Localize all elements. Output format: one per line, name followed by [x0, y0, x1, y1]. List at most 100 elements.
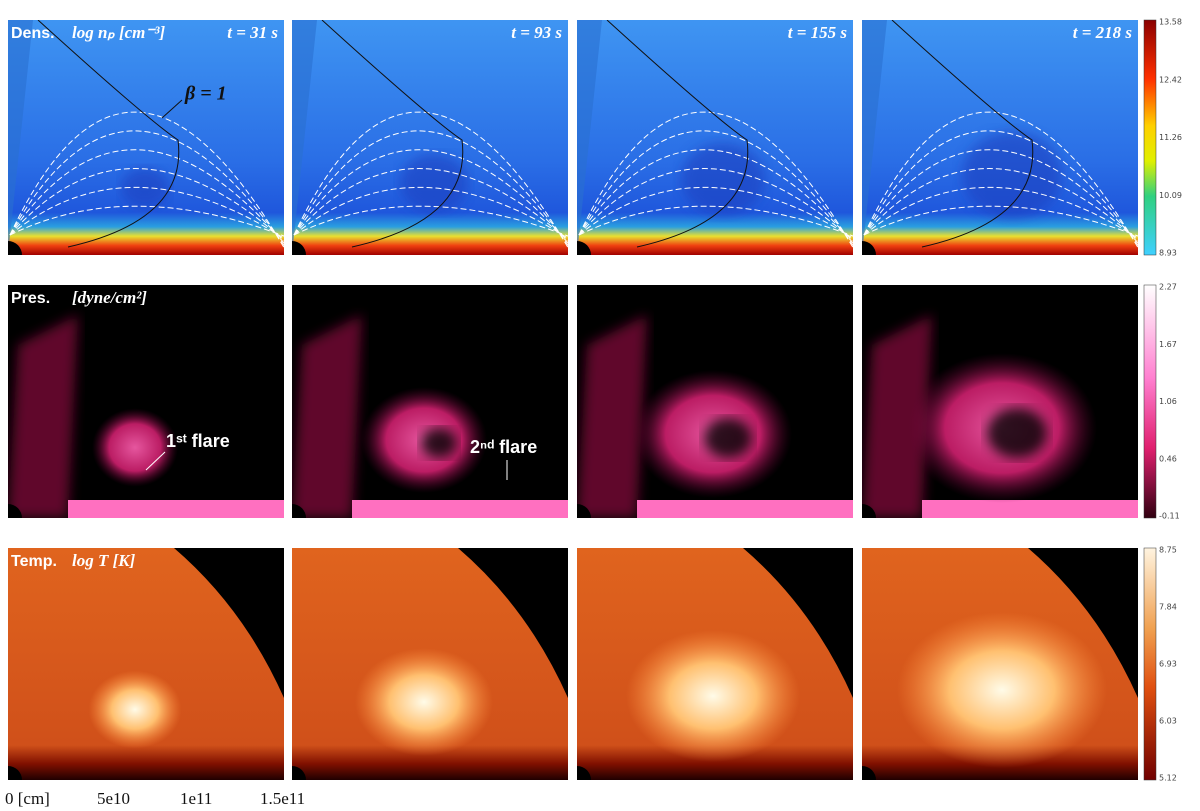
wedge [8, 20, 33, 255]
sun-limb [292, 766, 306, 780]
pressure-floor [637, 500, 853, 518]
field-line [293, 186, 568, 240]
time-label: t = 155 s [788, 23, 848, 42]
field-line [293, 205, 568, 237]
panel [8, 548, 284, 780]
panel-content [577, 548, 853, 780]
colorbar-label: 11.26 [1159, 133, 1182, 142]
cavity [962, 132, 1062, 218]
panel [8, 285, 284, 518]
colorbar-label: 1.06 [1159, 397, 1177, 406]
field-line [578, 205, 853, 237]
colorbar-label: 2.27 [1159, 283, 1177, 292]
field-line [9, 130, 284, 247]
field-line [863, 186, 1138, 240]
pressure-floor [68, 500, 284, 518]
colorbar-label: 6.93 [1159, 660, 1177, 669]
colorbar-label: 8.93 [1159, 249, 1177, 258]
sun-limb [577, 766, 591, 780]
pressure-plume [577, 315, 647, 518]
field-line [9, 168, 284, 242]
colorbar-label: 7.84 [1159, 603, 1177, 612]
colorbar [1143, 284, 1157, 519]
x-axis-label: 5e10 [97, 789, 130, 808]
beta-contour [891, 20, 1034, 248]
colorbar-label: 13.58 [1159, 18, 1182, 27]
panel [292, 285, 568, 518]
sun-limb [862, 241, 876, 255]
colorbar-label: 8.75 [1159, 546, 1177, 555]
panel-content [862, 285, 1138, 518]
annotation: 2ⁿᵈ flare [470, 437, 537, 457]
panel-content [8, 20, 284, 255]
flare-hole [421, 428, 457, 458]
row-quantity: log nₚ [cm⁻³] [72, 23, 165, 42]
corner [1028, 548, 1138, 698]
panel-content [292, 285, 568, 518]
x-axis-label: 0 [cm] [5, 789, 50, 808]
sun-limb [292, 504, 306, 518]
cavity [400, 154, 468, 212]
density-map [292, 20, 568, 255]
field-line [9, 205, 284, 237]
field-line [9, 149, 284, 244]
field-line [863, 130, 1138, 247]
row-label: Temp. [11, 553, 57, 570]
field-line [293, 130, 568, 247]
time-label: t = 218 s [1073, 23, 1133, 42]
sun-limb [862, 504, 876, 518]
field-line [293, 168, 568, 242]
hot-loop [88, 670, 182, 749]
colorbar-label: 5.12 [1159, 774, 1177, 783]
panel [292, 548, 568, 780]
field-line [293, 149, 568, 244]
pressure-floor [922, 500, 1138, 518]
sun-limb [8, 241, 22, 255]
field-line [578, 186, 853, 240]
beta-contour [321, 20, 464, 248]
panel [577, 548, 853, 780]
colorbar [1143, 547, 1157, 781]
annotation: β = 1 [184, 83, 227, 105]
arrow [161, 99, 183, 119]
pressure-plume [292, 315, 362, 518]
corner [458, 548, 568, 698]
panel-content [292, 548, 568, 780]
time-label: t = 93 s [511, 23, 562, 42]
field-line [578, 168, 853, 242]
field-line [578, 111, 853, 249]
beta-contour [606, 20, 749, 248]
field-line [578, 149, 853, 244]
panel-content [292, 20, 568, 255]
row-quantity: log T [K] [72, 551, 136, 570]
corner [743, 548, 853, 698]
field-line [578, 130, 853, 247]
sun-limb [8, 766, 22, 780]
panel-content [8, 285, 284, 518]
beta-contour [37, 20, 180, 248]
field-line [863, 111, 1138, 249]
row-quantity: [dyne/cm²] [72, 288, 147, 307]
field-line [293, 111, 568, 249]
time-label: t = 31 s [227, 23, 278, 42]
flare-loop [92, 408, 178, 487]
field-line [9, 186, 284, 240]
panel-content [862, 20, 1138, 255]
hot-loop [626, 630, 800, 762]
field-line [863, 168, 1138, 242]
panel [862, 20, 1138, 255]
colorbar [1143, 19, 1157, 256]
pressure-floor [352, 500, 568, 518]
row-label: Dens. [11, 25, 55, 42]
flare-hole [987, 408, 1047, 458]
annotation: 1ˢᵗ flare [166, 431, 230, 451]
panel [577, 20, 853, 255]
cavity [681, 143, 765, 215]
sun-limb [862, 766, 876, 780]
wedge [577, 20, 602, 255]
colorbar-label: -0.11 [1159, 512, 1180, 521]
corner [174, 548, 284, 698]
colorbar-label: 1.67 [1159, 340, 1177, 349]
x-axis-label: 1.5e11 [260, 789, 305, 808]
